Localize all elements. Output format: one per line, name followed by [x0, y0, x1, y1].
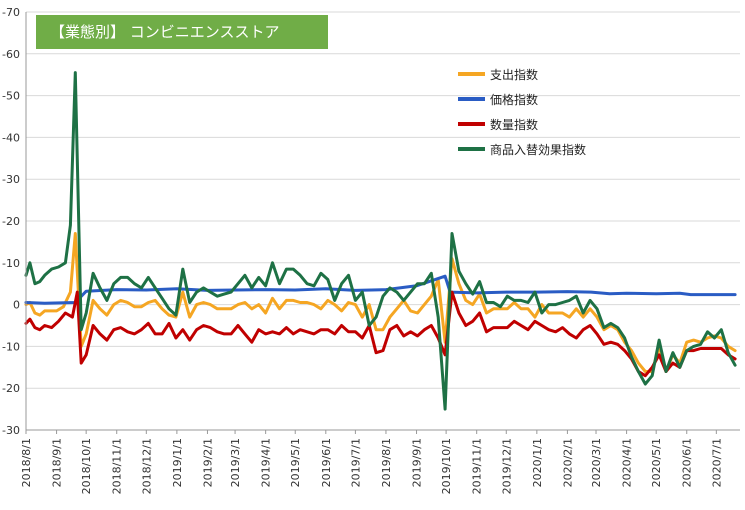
y-tick-label: -70 — [2, 6, 20, 19]
legend-swatch — [458, 147, 485, 151]
legend-label: 価格指数 — [490, 93, 539, 107]
x-tick-label: 2019/10/1 — [440, 438, 453, 494]
y-tick-label: -30 — [2, 424, 20, 437]
x-tick-label: 2019/3/1 — [229, 438, 242, 487]
x-tick-label: 2020/6/1 — [681, 438, 694, 487]
legend-item: 支出指数 — [458, 62, 618, 87]
x-tick-label: 2020/4/1 — [621, 438, 634, 487]
x-tick-label: 2020/3/1 — [590, 438, 603, 487]
legend-label: 支出指数 — [490, 68, 539, 82]
x-tick-label: 2020/5/1 — [650, 438, 663, 487]
x-tick-label: 2019/5/1 — [289, 438, 302, 487]
series-line — [24, 71, 737, 411]
series-lines — [24, 71, 737, 411]
x-tick-label: 2019/9/1 — [411, 438, 424, 487]
series-line — [24, 232, 737, 373]
x-tick-label: 2019/11/1 — [471, 438, 484, 494]
legend-swatch — [458, 97, 485, 101]
series-line — [24, 274, 737, 305]
x-axis-ticks: 2018/8/1 2018/9/1 2018/10/1 2018/11/1 2018/1… — [20, 430, 723, 494]
x-tick-label: 2019/7/1 — [349, 438, 362, 487]
x-tick-label: 2020/2/1 — [561, 438, 574, 487]
series-line — [24, 290, 737, 378]
chart-title: 【業態別】 コンビニエンスストア — [36, 15, 328, 49]
x-tick-label: 2019/8/1 — [380, 438, 393, 487]
x-tick-label: 2018/12/1 — [140, 438, 153, 494]
y-tick-label: -40 — [2, 131, 20, 144]
legend-label: 数量指数 — [490, 118, 539, 132]
y-tick-label: -10 — [2, 257, 20, 270]
x-tick-label: 2019/4/1 — [260, 438, 273, 487]
legend: 支出指数 価格指数 数量指数 商品入替効果指数 — [458, 62, 618, 162]
y-tick-label: -10 — [2, 340, 20, 353]
x-tick-label: 2018/8/1 — [20, 438, 33, 487]
legend-swatch — [458, 72, 485, 76]
x-tick-label: 2018/9/1 — [51, 438, 64, 487]
y-tick-label: -60 — [2, 48, 20, 61]
x-tick-label: 2018/11/1 — [111, 438, 124, 494]
y-tick-label: -20 — [2, 382, 20, 395]
x-tick-label: 2020/7/1 — [710, 438, 723, 487]
x-tick-label: 2019/2/1 — [201, 438, 214, 487]
y-axis-ticks: -30 -20 -10 0 -10 -20 -30 -40 -50 -60 -70 — [2, 6, 20, 437]
gridlines — [26, 11, 740, 431]
legend-item: 商品入替効果指数 — [458, 137, 618, 162]
legend-label: 商品入替効果指数 — [490, 143, 587, 157]
x-tick-label: 2019/1/1 — [171, 438, 184, 487]
x-tick-label: 2018/10/1 — [80, 438, 93, 494]
y-tick-label: 0 — [13, 299, 20, 312]
x-tick-label: 2020/1/1 — [531, 438, 544, 487]
x-tick-label: 2019/12/1 — [500, 438, 513, 494]
x-tick-label: 2019/6/1 — [320, 438, 333, 487]
legend-item: 数量指数 — [458, 112, 618, 137]
legend-swatch — [458, 122, 485, 126]
y-tick-label: -30 — [2, 173, 20, 186]
y-tick-label: -20 — [2, 215, 20, 228]
legend-item: 価格指数 — [458, 87, 618, 112]
axes — [25, 12, 740, 431]
y-tick-label: -50 — [2, 90, 20, 103]
